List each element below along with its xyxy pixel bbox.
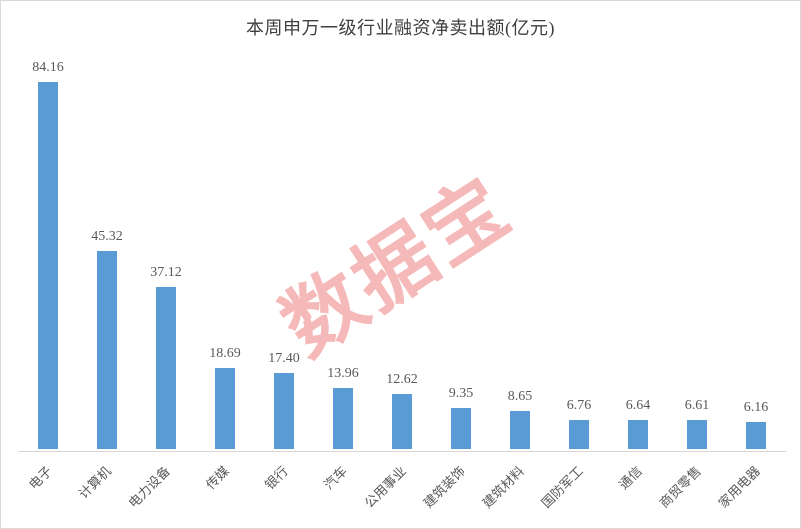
x-axis-line [18, 451, 786, 452]
bar [333, 388, 353, 449]
bar-value-label: 84.16 [32, 60, 64, 75]
bar-value-label: 12.62 [386, 371, 418, 387]
bar-value-label: 37.12 [150, 265, 182, 281]
bar-value-label: 45.32 [91, 229, 123, 245]
bar-value-label: 6.61 [684, 398, 710, 414]
bar [510, 411, 530, 449]
bar-value-label: 6.16 [743, 400, 769, 416]
bar [569, 419, 589, 449]
bar [274, 373, 294, 449]
bar [215, 367, 235, 449]
bar-value-label: 8.65 [507, 389, 533, 405]
bar [97, 251, 117, 449]
bar-value-label: 17.40 [268, 351, 300, 367]
chart-title: 本周申万一级行业融资净卖出额(亿元) [246, 18, 555, 38]
bar [451, 408, 471, 449]
bar-value-label: 6.64 [625, 398, 651, 414]
bar-value-label: 6.76 [566, 397, 592, 413]
watermark-text: 数据宝 [267, 162, 527, 374]
bar [156, 287, 176, 449]
bar [392, 394, 412, 449]
bar [38, 82, 58, 449]
bar [746, 422, 766, 449]
bar-value-label: 18.69 [209, 345, 241, 361]
bar-value-label: 9.35 [448, 386, 474, 402]
bar [628, 420, 648, 449]
bar-value-label: 13.96 [327, 366, 359, 382]
bar [687, 420, 707, 449]
